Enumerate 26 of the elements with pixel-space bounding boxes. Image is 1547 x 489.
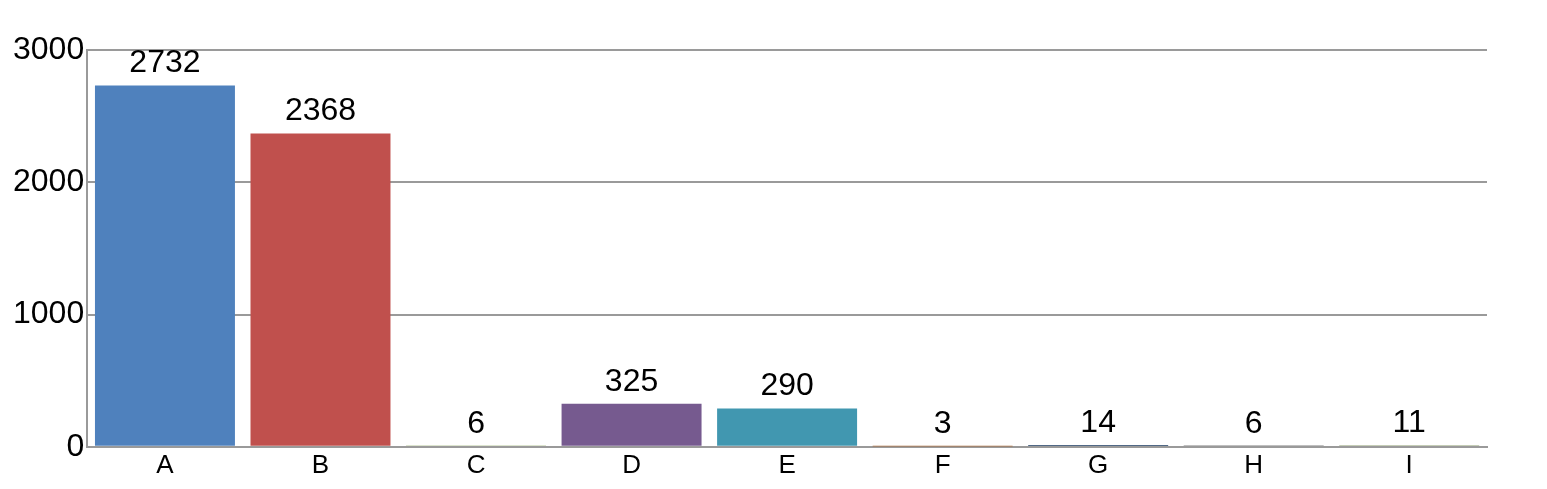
data-label: 6	[1244, 403, 1263, 440]
y-tick-label: 0	[66, 426, 85, 463]
x-tick-label: C	[466, 448, 486, 479]
data-label: 2732	[129, 43, 201, 80]
data-label: 14	[1080, 402, 1116, 439]
x-tick-label: A	[156, 448, 175, 479]
bar	[717, 408, 858, 446]
x-tick-label: I	[1405, 448, 1413, 479]
y-tick-label: 2000	[13, 162, 85, 199]
x-tick-label: D	[622, 448, 641, 479]
data-label: 325	[604, 361, 659, 398]
bar	[250, 133, 391, 446]
data-label: 290	[760, 366, 814, 403]
y-tick-label: 3000	[13, 29, 85, 66]
data-label: 2368	[284, 91, 357, 128]
y-tick-label: 1000	[13, 294, 85, 331]
bar	[561, 403, 702, 446]
data-label: 11	[1392, 403, 1426, 440]
bar	[94, 85, 235, 446]
data-label: 3	[933, 404, 952, 441]
x-tick-label: F	[934, 448, 951, 479]
x-tick-label: H	[1244, 448, 1264, 479]
data-label: 6	[467, 403, 485, 440]
x-tick-label: B	[311, 448, 330, 479]
x-tick-label: E	[778, 448, 796, 479]
x-tick-label: G	[1088, 448, 1109, 479]
